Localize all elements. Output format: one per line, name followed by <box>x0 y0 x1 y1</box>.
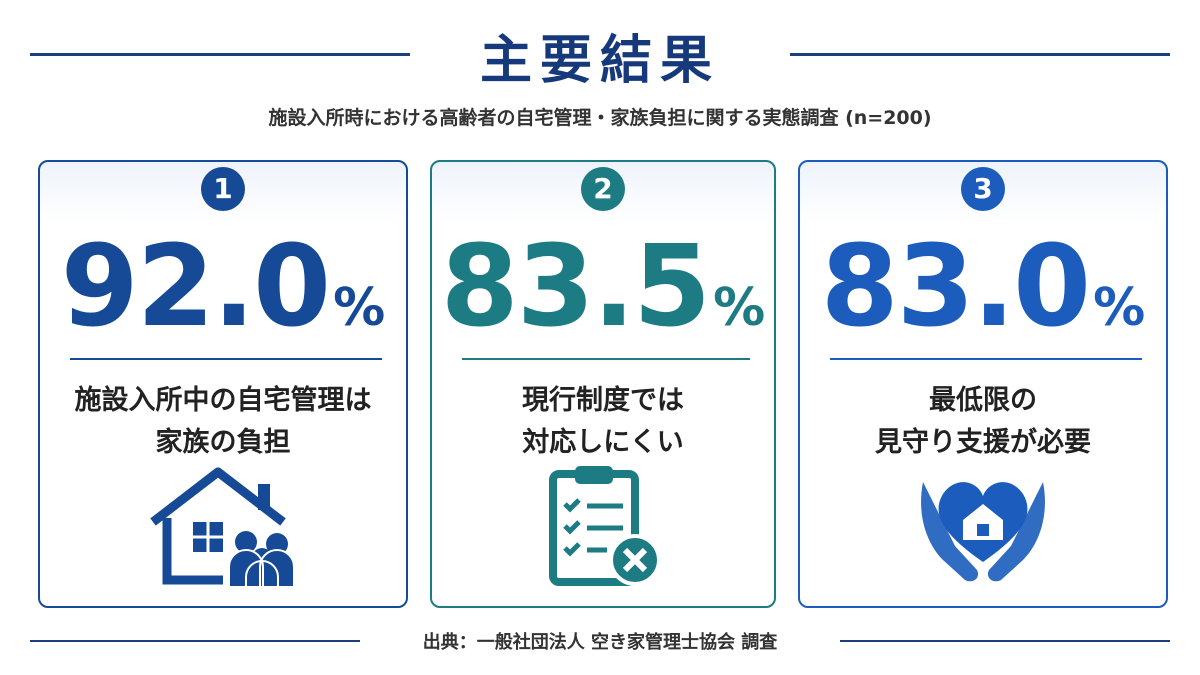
stat-value: 92.0% <box>40 222 406 352</box>
subtitle: 施設入所時における高齢者の自宅管理・家族負担に関する実態調査 (n=200) <box>268 107 932 129</box>
icon <box>523 462 683 596</box>
value-unit: % <box>1093 278 1146 338</box>
description-line: 施設入所中の自宅管理は <box>74 385 372 416</box>
value-number: 83.0 <box>820 222 1091 352</box>
footer-rule <box>840 640 1170 642</box>
badge: 2 <box>581 167 625 211</box>
stat-value: 83.5% <box>432 222 774 352</box>
description-line: 見守り支援が必要 <box>875 427 1091 458</box>
description-line: 家族の負担 <box>155 427 291 458</box>
description-line: 対応しにくい <box>522 427 684 458</box>
icon <box>143 462 303 596</box>
card: 2 83.5% 現行制度では 対応しにくい <box>430 160 776 608</box>
card: 1 92.0% 施設入所中の自宅管理は 家族の負担 <box>38 160 408 608</box>
divider <box>830 358 1142 360</box>
source: 出典：一般社団法人 空き家管理士協会 調査 <box>422 632 778 653</box>
badge: 1 <box>201 167 245 211</box>
divider <box>462 358 750 360</box>
icon <box>903 462 1063 596</box>
card: 3 83.0% 最低限の見守り支援が必要 <box>798 160 1168 608</box>
description-line: 最低限の <box>929 385 1037 416</box>
title-rule <box>790 53 1170 56</box>
description-line: 現行制度では <box>522 385 684 416</box>
value-number: 92.0 <box>60 222 331 352</box>
value-unit: % <box>333 278 386 338</box>
footer-rule <box>30 640 360 642</box>
stat-value: 83.0% <box>800 222 1166 352</box>
value-unit: % <box>713 278 766 338</box>
title-rule <box>30 53 410 56</box>
divider <box>70 358 382 360</box>
title: 主要結果 <box>479 31 720 91</box>
badge: 3 <box>961 167 1005 211</box>
value-number: 83.5 <box>440 222 711 352</box>
